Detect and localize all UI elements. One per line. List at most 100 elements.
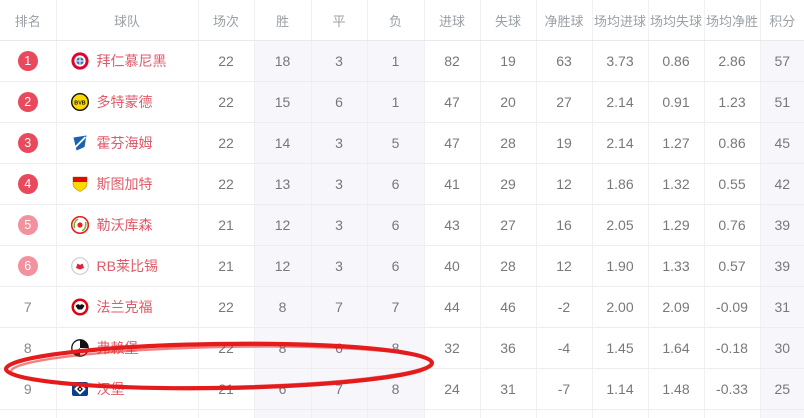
team-cell[interactable]: 霍芬海姆 <box>56 122 199 164</box>
team-name[interactable]: 拜仁慕尼黑 <box>96 53 167 69</box>
stat-cell-loss: 6 <box>367 163 425 205</box>
stat-cell-draw: 7 <box>311 286 368 328</box>
stat-cell-goals-for: 82 <box>424 40 481 82</box>
stat-cell-avg-goal-diff: 2.86 <box>704 40 761 82</box>
col-header-avg-goals-against: 场均失球 <box>648 0 705 41</box>
leverkusen-logo <box>70 216 89 234</box>
stat-cell-goals-for: 32 <box>424 327 481 369</box>
col-header-draw: 平 <box>311 0 368 41</box>
stat-cell-played: 22 <box>198 163 255 205</box>
stat-cell-points: 51 <box>760 81 804 123</box>
stat-cell-avg-goal-diff: -0.18 <box>704 327 761 369</box>
team-cell[interactable]: 柏林联合 <box>56 409 199 418</box>
team-name[interactable]: RB莱比锡 <box>96 258 158 274</box>
col-header-rank: 排名 <box>0 0 57 41</box>
stat-cell-avg-goals-for: 3.73 <box>592 40 649 82</box>
team-cell[interactable]: 法兰克福 <box>56 286 199 328</box>
stat-cell-win: 18 <box>254 40 312 82</box>
team-cell[interactable]: 斯图加特 <box>56 163 199 205</box>
stat-cell-loss: 5 <box>367 122 425 164</box>
table-row[interactable]: 3 霍芬海姆 22 14 3 5 47 28 19 2.14 1.27 0.86 45 <box>0 122 804 164</box>
table-row[interactable]: 8 弗赖堡 22 8 6 8 32 36 -4 1.45 1.64 -0.18 30 <box>0 327 804 369</box>
table-row[interactable]: 5 勒沃库森 21 12 3 6 43 27 16 2.05 1.29 0.76 39 <box>0 204 804 246</box>
rank-badge: 6 <box>17 256 38 276</box>
table-row[interactable]: 4 斯图加特 22 13 3 6 41 29 12 1.86 1.32 0.55 42 <box>0 163 804 205</box>
stat-cell-avg-goals-against: 1.68 <box>648 409 705 418</box>
stat-cell-loss: 8 <box>367 368 425 410</box>
stat-cell-goals-against: 31 <box>480 368 537 410</box>
svg-text:BVB: BVB <box>74 100 85 106</box>
stat-cell-goal-diff: -7 <box>536 368 593 410</box>
stat-cell-points: 30 <box>760 327 804 369</box>
col-header-goals-for: 进球 <box>424 0 481 41</box>
frankfurt-logo <box>71 298 89 316</box>
stat-cell-draw: 3 <box>311 122 368 164</box>
table-row[interactable]: 1 拜仁慕尼黑 22 18 3 1 82 19 63 3.73 0.86 2.86 57 <box>0 40 804 82</box>
col-header-goal-diff: 净胜球 <box>536 0 593 41</box>
stuttgart-logo <box>71 175 89 193</box>
stat-cell-avg-goals-against: 0.91 <box>648 81 705 123</box>
team-cell[interactable]: RB莱比锡 <box>56 245 199 287</box>
rb-leipzig-logo <box>70 257 89 275</box>
hoffenheim-logo <box>71 134 89 152</box>
rank-cell: 5 <box>0 204 57 246</box>
team-cell[interactable]: 弗赖堡 <box>56 327 199 369</box>
stat-cell-loss: 9 <box>367 409 425 418</box>
stat-cell-goal-diff: 19 <box>536 122 593 164</box>
stat-cell-points: 45 <box>760 122 804 164</box>
stat-cell-played: 22 <box>198 327 255 369</box>
stat-cell-draw: 6 <box>311 327 368 369</box>
stat-cell-draw: 6 <box>311 81 368 123</box>
table-body: 1 拜仁慕尼黑 22 18 3 1 82 19 63 3.73 0.86 2.86 57 2 BVB… <box>0 40 804 418</box>
stat-cell-avg-goals-for: 1.86 <box>592 163 649 205</box>
stat-cell-goals-for: 41 <box>424 163 481 205</box>
table-row[interactable]: 6 RB莱比锡 21 12 3 6 40 28 12 1.90 1.33 0.57 39 <box>0 245 804 287</box>
stat-cell-goals-against: 46 <box>480 286 537 328</box>
table-row[interactable]: 2 BVB 多特蒙德 22 15 6 1 47 20 27 2.14 0.91 1.23 51 <box>0 81 804 123</box>
rank-badge: 5 <box>17 215 38 235</box>
rank-cell: 10 <box>0 409 57 418</box>
stat-cell-avg-goal-diff: 0.76 <box>704 204 761 246</box>
stat-cell-goals-against: 29 <box>480 163 537 205</box>
stat-cell-goals-for: 44 <box>424 286 481 328</box>
stat-cell-win: 8 <box>254 327 312 369</box>
stat-cell-draw: 7 <box>311 368 368 410</box>
team-cell[interactable]: 拜仁慕尼黑 <box>56 40 199 82</box>
team-name[interactable]: 法兰克福 <box>96 299 153 315</box>
stat-cell-win: 8 <box>254 286 312 328</box>
rank-cell: 8 <box>0 327 57 369</box>
team-name[interactable]: 斯图加特 <box>96 176 153 192</box>
team-name[interactable]: 汉堡 <box>96 381 125 397</box>
team-name[interactable]: 勒沃库森 <box>96 217 153 233</box>
table-row[interactable]: 9 汉堡 21 6 7 8 24 31 -7 1.14 1.48 -0.33 25 <box>0 368 804 410</box>
rank-number: 7 <box>23 299 32 315</box>
table-row[interactable]: 7 法兰克福 22 8 7 7 44 46 -2 2.00 2.09 -0.09 31 <box>0 286 804 328</box>
stat-cell-goals-for: 43 <box>424 204 481 246</box>
stat-cell-avg-goals-for: 2.14 <box>592 122 649 164</box>
team-name[interactable]: 霍芬海姆 <box>96 135 153 151</box>
stat-cell-points: 25 <box>760 409 804 418</box>
team-cell[interactable]: 勒沃库森 <box>56 204 199 246</box>
stat-cell-goals-against: 36 <box>480 327 537 369</box>
stat-cell-avg-goals-for: 2.14 <box>592 81 649 123</box>
stat-cell-goal-diff: 12 <box>536 245 593 287</box>
rank-cell: 3 <box>0 122 57 164</box>
rank-badge: 1 <box>17 51 38 71</box>
team-name[interactable]: 弗赖堡 <box>96 340 139 356</box>
stat-cell-avg-goals-against: 1.48 <box>648 368 705 410</box>
stat-cell-loss: 8 <box>367 327 425 369</box>
stat-cell-avg-goals-for: 1.90 <box>592 245 649 287</box>
table-row[interactable]: 10 柏林联合 226792837-91.271.68-0.4125 <box>0 409 804 418</box>
stat-cell-goal-diff: -4 <box>536 327 593 369</box>
rank-cell: 4 <box>0 163 57 205</box>
stat-cell-goals-against: 37 <box>480 409 537 418</box>
stat-cell-draw: 3 <box>311 163 368 205</box>
stat-cell-loss: 6 <box>367 245 425 287</box>
team-cell[interactable]: 汉堡 <box>56 368 199 410</box>
stat-cell-points: 31 <box>760 286 804 328</box>
team-cell[interactable]: BVB 多特蒙德 <box>56 81 199 123</box>
stat-cell-goal-diff: 27 <box>536 81 593 123</box>
stat-cell-goal-diff: -9 <box>536 409 593 418</box>
team-name[interactable]: 多特蒙德 <box>96 94 153 110</box>
